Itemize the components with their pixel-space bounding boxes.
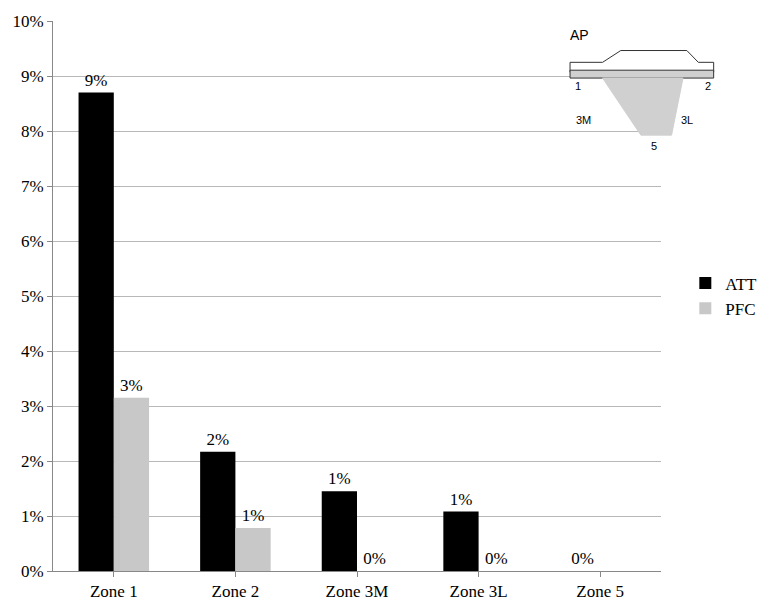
svg-text:Zone 5: Zone 5 xyxy=(576,582,624,601)
svg-text:ATT: ATT xyxy=(725,275,757,294)
svg-text:7%: 7% xyxy=(21,177,44,196)
svg-text:0%: 0% xyxy=(21,562,44,581)
svg-text:3%: 3% xyxy=(120,376,143,395)
svg-text:5%: 5% xyxy=(21,287,44,306)
svg-text:10%: 10% xyxy=(12,12,43,31)
svg-text:Zone 1: Zone 1 xyxy=(90,582,138,601)
svg-text:4%: 4% xyxy=(21,342,44,361)
svg-text:9%: 9% xyxy=(85,71,108,90)
svg-text:0%: 0% xyxy=(571,549,594,568)
svg-text:2%: 2% xyxy=(21,452,44,471)
svg-text:3M: 3M xyxy=(576,114,591,126)
svg-text:AP: AP xyxy=(570,27,589,43)
svg-text:2: 2 xyxy=(705,80,711,92)
svg-text:5: 5 xyxy=(651,140,657,152)
svg-text:1%: 1% xyxy=(242,506,265,525)
svg-text:6%: 6% xyxy=(21,232,44,251)
svg-text:0%: 0% xyxy=(485,549,508,568)
svg-text:1%: 1% xyxy=(328,469,351,488)
svg-text:0%: 0% xyxy=(363,549,386,568)
svg-text:1%: 1% xyxy=(21,507,44,526)
svg-text:PFC: PFC xyxy=(725,300,755,319)
svg-text:3L: 3L xyxy=(681,114,693,126)
svg-text:1: 1 xyxy=(575,80,581,92)
svg-text:Zone 2: Zone 2 xyxy=(212,582,260,601)
svg-text:9%: 9% xyxy=(21,67,44,86)
svg-text:1%: 1% xyxy=(450,490,473,509)
svg-text:Zone 3L: Zone 3L xyxy=(450,582,508,601)
svg-text:Zone 3M: Zone 3M xyxy=(326,582,389,601)
svg-text:2%: 2% xyxy=(206,430,229,449)
svg-text:3%: 3% xyxy=(21,397,44,416)
svg-text:8%: 8% xyxy=(21,122,44,141)
